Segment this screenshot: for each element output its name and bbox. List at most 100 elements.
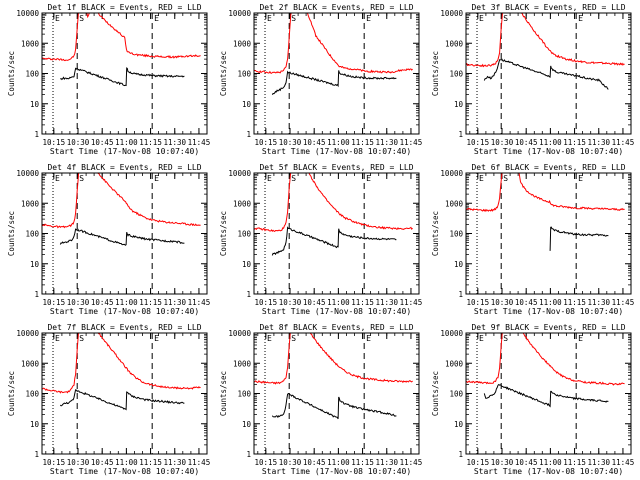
y-tick-label: 1 xyxy=(458,290,463,299)
chart-panel-2: 1 10 100 1000 10000 10:15 10:30 10:45 11:00 11:15… xyxy=(219,3,422,156)
marker-label: E xyxy=(55,334,60,343)
x-tick-label: 11:45 xyxy=(400,138,423,147)
y-tick-label: 1 xyxy=(458,130,463,139)
x-tick-label: 10:30 xyxy=(279,298,302,307)
y-minor-ticks xyxy=(254,334,419,446)
x-tick-label: 10:30 xyxy=(67,298,90,307)
marker-label: E xyxy=(366,334,371,343)
y-tick-label: 1000 xyxy=(21,199,40,208)
chart-title: Det 3f BLACK = Events, RED = LLD xyxy=(471,3,625,12)
marker-label: E xyxy=(55,14,60,23)
y-tick-label: 1 xyxy=(458,450,463,459)
y-tick-label: 1 xyxy=(246,130,251,139)
y-tick-label: 10 xyxy=(454,100,464,109)
y-tick-label: 1 xyxy=(246,290,251,299)
x-tick-label: 11:00 xyxy=(115,138,138,147)
x-minor-ticks xyxy=(45,13,200,134)
x-tick-label: 10:45 xyxy=(303,298,326,307)
x-axis-label: Start Time (17-Nov-08 10:07:40) xyxy=(262,467,411,476)
x-tick-label: 11:45 xyxy=(188,138,211,147)
y-axis-label: Counts/sec xyxy=(431,51,440,96)
y-tick-label: 1000 xyxy=(233,39,252,48)
x-axis-label: Start Time (17-Nov-08 10:07:40) xyxy=(474,467,623,476)
x-tick-label: 10:30 xyxy=(491,458,514,467)
y-tick-label: 100 xyxy=(449,230,463,239)
events-series-line xyxy=(271,392,397,420)
x-minor-ticks xyxy=(469,173,624,294)
chart-title: Det 4f BLACK = Events, RED = LLD xyxy=(47,163,201,172)
x-minor-ticks xyxy=(257,173,412,294)
x-tick-label: 10:45 xyxy=(91,458,114,467)
x-minor-ticks xyxy=(469,13,624,134)
x-tick-label: 11:15 xyxy=(351,298,374,307)
x-tick-label: 11:15 xyxy=(351,458,374,467)
y-axis-label: Counts/sec xyxy=(431,211,440,256)
x-tick-label: 10:45 xyxy=(515,458,538,467)
y-tick-label: 10000 xyxy=(440,329,463,338)
y-tick-label: 10 xyxy=(454,420,464,429)
lld-series-line xyxy=(42,333,201,394)
y-tick-label: 1000 xyxy=(21,39,40,48)
y-tick-label: 10000 xyxy=(440,9,463,18)
y-tick-label: 100 xyxy=(449,70,463,79)
x-tick-label: 11:30 xyxy=(163,138,186,147)
y-tick-label: 100 xyxy=(25,390,39,399)
x-tick-label: 11:30 xyxy=(587,298,610,307)
x-tick-label: 11:45 xyxy=(188,458,211,467)
marker-label: E xyxy=(578,334,583,343)
events-series-line xyxy=(271,70,397,95)
x-tick-label: 11:30 xyxy=(587,458,610,467)
x-tick-label: 10:45 xyxy=(515,298,538,307)
plot-frame xyxy=(253,332,420,455)
y-tick-label: 10000 xyxy=(228,329,251,338)
x-tick-label: 11:45 xyxy=(612,138,635,147)
x-tick-label: 11:30 xyxy=(587,138,610,147)
y-tick-label: 1000 xyxy=(445,359,464,368)
x-tick-label: 11:00 xyxy=(115,458,138,467)
y-minor-ticks xyxy=(42,14,207,126)
y-tick-label: 10 xyxy=(30,260,40,269)
y-minor-ticks xyxy=(466,334,631,446)
x-tick-label: 11:45 xyxy=(612,298,635,307)
lld-series-line xyxy=(254,173,413,233)
x-tick-label: 10:15 xyxy=(467,138,490,147)
y-tick-label: 1000 xyxy=(233,359,252,368)
x-axis-label: Start Time (17-Nov-08 10:07:40) xyxy=(262,307,411,316)
lld-series-line xyxy=(466,333,625,386)
x-tick-label: 10:15 xyxy=(467,298,490,307)
chart-panel-7: 1 10 100 1000 10000 10:15 10:30 10:45 11:00 11:15… xyxy=(7,323,210,476)
chart-panel-3: 1 10 100 1000 10000 10:15 10:30 10:45 11:00 11:15… xyxy=(431,3,634,156)
y-tick-label: 10 xyxy=(242,100,252,109)
x-tick-label: 11:00 xyxy=(539,138,562,147)
x-tick-label: 10:30 xyxy=(491,138,514,147)
x-tick-label: 11:30 xyxy=(375,458,398,467)
y-tick-label: 10 xyxy=(242,420,252,429)
y-minor-ticks xyxy=(466,174,631,286)
x-tick-label: 10:30 xyxy=(67,138,90,147)
y-tick-label: 10 xyxy=(30,420,40,429)
marker-label: S xyxy=(503,334,508,343)
y-minor-ticks xyxy=(466,14,631,126)
y-tick-label: 10000 xyxy=(16,169,39,178)
x-tick-label: 10:15 xyxy=(255,298,278,307)
y-tick-label: 10000 xyxy=(16,9,39,18)
y-minor-ticks xyxy=(254,14,419,126)
marker-label: E xyxy=(366,174,371,183)
x-tick-label: 11:00 xyxy=(115,298,138,307)
y-tick-label: 10 xyxy=(454,260,464,269)
x-tick-label: 10:30 xyxy=(491,298,514,307)
chart-panel-6: 1 10 100 1000 10000 10:15 10:30 10:45 11:00 11:15… xyxy=(431,163,634,316)
x-minor-ticks xyxy=(469,333,624,454)
x-tick-label: 10:45 xyxy=(515,138,538,147)
x-tick-label: 10:15 xyxy=(43,298,66,307)
x-tick-label: 11:30 xyxy=(375,298,398,307)
lld-series-line xyxy=(254,333,413,385)
y-tick-label: 100 xyxy=(25,230,39,239)
y-tick-label: 10000 xyxy=(440,169,463,178)
x-axis-label: Start Time (17-Nov-08 10:07:40) xyxy=(474,307,623,316)
x-tick-label: 11:15 xyxy=(139,138,162,147)
marker-label: E xyxy=(267,14,272,23)
x-tick-label: 11:15 xyxy=(563,298,586,307)
marker-label: S xyxy=(291,334,296,343)
